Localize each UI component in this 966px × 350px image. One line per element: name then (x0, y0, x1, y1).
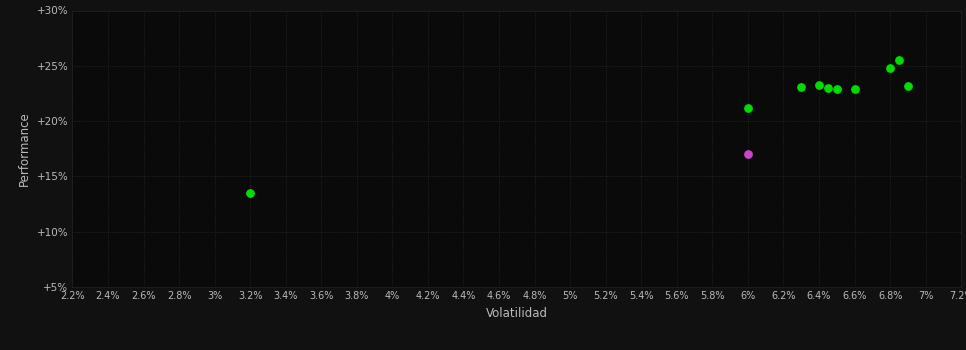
Point (811, 82, 827, 88)
Y-axis label: Performance: Performance (18, 111, 31, 186)
Point (793, 84, 809, 90)
Point (882, 65, 897, 71)
Point (892, 57, 907, 63)
Point (900, 83, 916, 89)
Point (740, 105, 755, 111)
X-axis label: Volatilidad: Volatilidad (486, 307, 548, 320)
Point (242, 190, 258, 196)
Point (740, 152, 755, 157)
Point (829, 86, 844, 92)
Point (847, 86, 863, 92)
Point (820, 85, 836, 91)
